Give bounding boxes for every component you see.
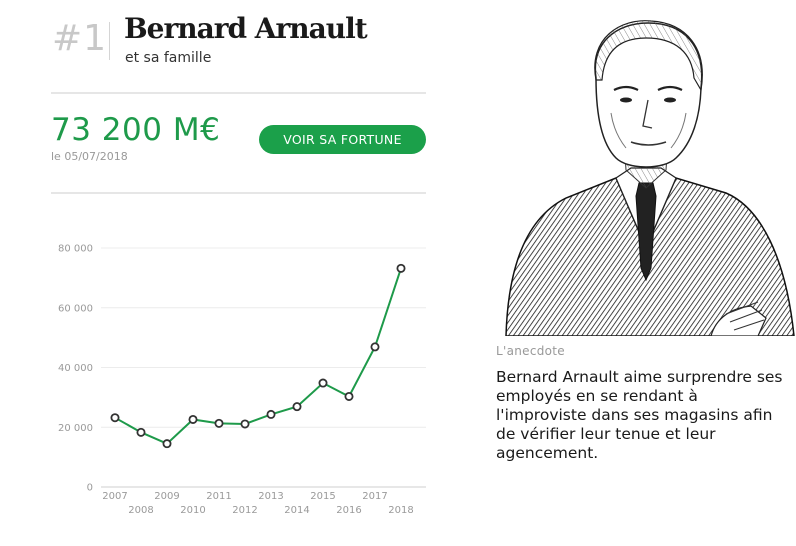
- person-subtitle: et sa famille: [125, 50, 212, 66]
- data-point-2013[interactable]: [266, 409, 276, 419]
- data-point-2012[interactable]: [240, 419, 250, 429]
- divider-bottom: [51, 192, 426, 194]
- anecdote-text: Bernard Arnault aime surprendre ses empl…: [496, 368, 783, 462]
- see-fortune-button[interactable]: VOIR SA FORTUNE: [259, 125, 426, 154]
- y-tick-label: 60 000: [58, 303, 93, 314]
- data-point-2007[interactable]: [110, 413, 120, 423]
- portrait-illustration: [505, 20, 795, 336]
- x-tick-label: 2016: [336, 505, 361, 516]
- fortune-value: 73 200 M€: [51, 112, 221, 148]
- x-tick-label: 2007: [102, 491, 127, 502]
- person-name: Bernard Arnault: [124, 12, 368, 45]
- divider-top: [51, 92, 426, 94]
- header-divider: [109, 22, 110, 60]
- y-tick-label: 80 000: [58, 244, 93, 255]
- x-tick-label: 2012: [232, 505, 257, 516]
- y-tick-label: 40 000: [58, 363, 93, 374]
- data-point-2011[interactable]: [214, 418, 224, 428]
- fortune-date: le 05/07/2018: [51, 150, 128, 163]
- anecdote-label: L'anecdote: [496, 344, 565, 358]
- x-tick-label: 2015: [310, 491, 335, 502]
- data-point-2017[interactable]: [370, 342, 380, 352]
- data-point-2018[interactable]: [396, 263, 406, 273]
- x-tick-label: 2017: [362, 491, 387, 502]
- data-point-2010[interactable]: [188, 414, 198, 424]
- data-point-2014[interactable]: [292, 402, 302, 412]
- x-tick-label: 2010: [180, 505, 205, 516]
- x-tick-label: 2008: [128, 505, 153, 516]
- series-line: [114, 268, 402, 445]
- data-point-2009[interactable]: [162, 439, 172, 449]
- x-tick-label: 2014: [284, 505, 309, 516]
- x-tick-label: 2018: [388, 505, 413, 516]
- x-tick-label: 2013: [258, 491, 283, 502]
- data-point-2015[interactable]: [318, 378, 328, 388]
- y-tick-label: 20 000: [58, 423, 93, 434]
- y-tick-label: 0: [87, 483, 93, 494]
- x-tick-label: 2011: [206, 491, 231, 502]
- data-point-2008[interactable]: [136, 427, 146, 437]
- rank-number: #1: [52, 18, 108, 59]
- x-tick-label: 2009: [154, 491, 179, 502]
- data-point-2016[interactable]: [344, 391, 354, 401]
